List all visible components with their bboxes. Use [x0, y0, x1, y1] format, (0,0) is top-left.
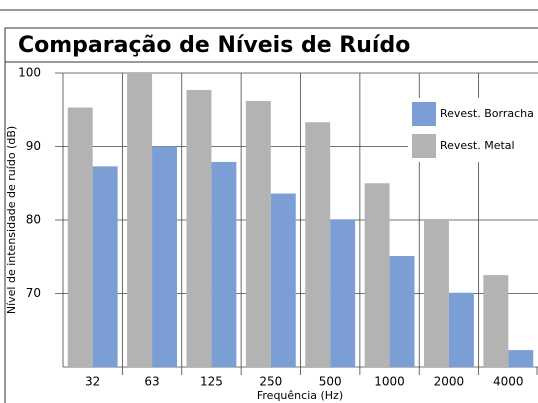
chart-title: Comparação de Níveis de Ruído	[18, 33, 410, 58]
bar	[211, 161, 237, 367]
x-axis-label: Frequência (Hz)	[257, 389, 343, 402]
bar	[186, 89, 212, 367]
bar	[127, 73, 153, 367]
bar	[245, 100, 271, 368]
y-tick-label: 90	[26, 139, 41, 153]
x-tick-label: 1000	[374, 375, 405, 389]
x-tick-label: 500	[319, 375, 342, 389]
y-axis-label: Nível de intensidade de ruído (dB)	[5, 126, 18, 314]
legend-label: Revest. Metal	[440, 139, 515, 152]
bar	[152, 146, 177, 367]
bar	[92, 166, 118, 367]
bar	[330, 219, 356, 367]
legend-swatch	[412, 134, 436, 158]
bar	[270, 193, 296, 367]
bar	[508, 350, 534, 367]
y-tick-label: 80	[26, 213, 41, 227]
bar	[483, 275, 509, 367]
bar	[424, 220, 449, 367]
title-frame	[4, 27, 538, 403]
bar	[67, 107, 93, 368]
bar	[364, 183, 390, 367]
y-tick-label: 70	[26, 286, 41, 300]
x-tick-label: 250	[259, 375, 282, 389]
bar	[389, 256, 415, 367]
y-tick-label: 100	[18, 66, 41, 80]
x-tick-label: 125	[200, 375, 223, 389]
x-tick-label: 63	[144, 375, 159, 389]
x-tick-label: 2000	[434, 375, 465, 389]
bar	[305, 122, 331, 368]
legend-swatch	[412, 102, 436, 126]
x-tick-label: 32	[85, 375, 100, 389]
legend-label: Revest. Borracha	[440, 107, 534, 120]
x-tick-label: 4000	[493, 375, 524, 389]
bar	[448, 292, 474, 367]
